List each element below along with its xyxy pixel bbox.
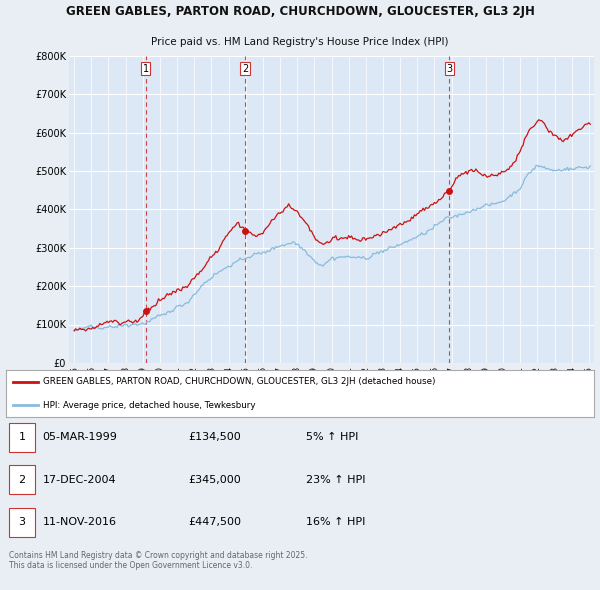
Text: £345,000: £345,000 bbox=[188, 475, 241, 484]
Text: 3: 3 bbox=[19, 517, 26, 527]
Text: Contains HM Land Registry data © Crown copyright and database right 2025.
This d: Contains HM Land Registry data © Crown c… bbox=[9, 551, 307, 570]
Text: HPI: Average price, detached house, Tewkesbury: HPI: Average price, detached house, Tewk… bbox=[43, 401, 256, 410]
Text: Price paid vs. HM Land Registry's House Price Index (HPI): Price paid vs. HM Land Registry's House … bbox=[151, 37, 449, 47]
Text: 05-MAR-1999: 05-MAR-1999 bbox=[43, 432, 118, 442]
Text: 23% ↑ HPI: 23% ↑ HPI bbox=[306, 475, 365, 484]
FancyBboxPatch shape bbox=[9, 465, 35, 494]
Text: 3: 3 bbox=[446, 64, 452, 74]
Text: 5% ↑ HPI: 5% ↑ HPI bbox=[306, 432, 358, 442]
FancyBboxPatch shape bbox=[9, 507, 35, 537]
Text: GREEN GABLES, PARTON ROAD, CHURCHDOWN, GLOUCESTER, GL3 2JH (detached house): GREEN GABLES, PARTON ROAD, CHURCHDOWN, G… bbox=[43, 377, 436, 386]
Text: 11-NOV-2016: 11-NOV-2016 bbox=[43, 517, 116, 527]
FancyBboxPatch shape bbox=[9, 422, 35, 452]
Text: GREEN GABLES, PARTON ROAD, CHURCHDOWN, GLOUCESTER, GL3 2JH: GREEN GABLES, PARTON ROAD, CHURCHDOWN, G… bbox=[65, 5, 535, 18]
Text: 2: 2 bbox=[19, 475, 26, 484]
Text: £447,500: £447,500 bbox=[188, 517, 241, 527]
Text: 1: 1 bbox=[143, 64, 149, 74]
Text: 17-DEC-2004: 17-DEC-2004 bbox=[43, 475, 116, 484]
Text: 16% ↑ HPI: 16% ↑ HPI bbox=[306, 517, 365, 527]
Text: £134,500: £134,500 bbox=[188, 432, 241, 442]
Text: 1: 1 bbox=[19, 432, 26, 442]
Text: 2: 2 bbox=[242, 64, 248, 74]
